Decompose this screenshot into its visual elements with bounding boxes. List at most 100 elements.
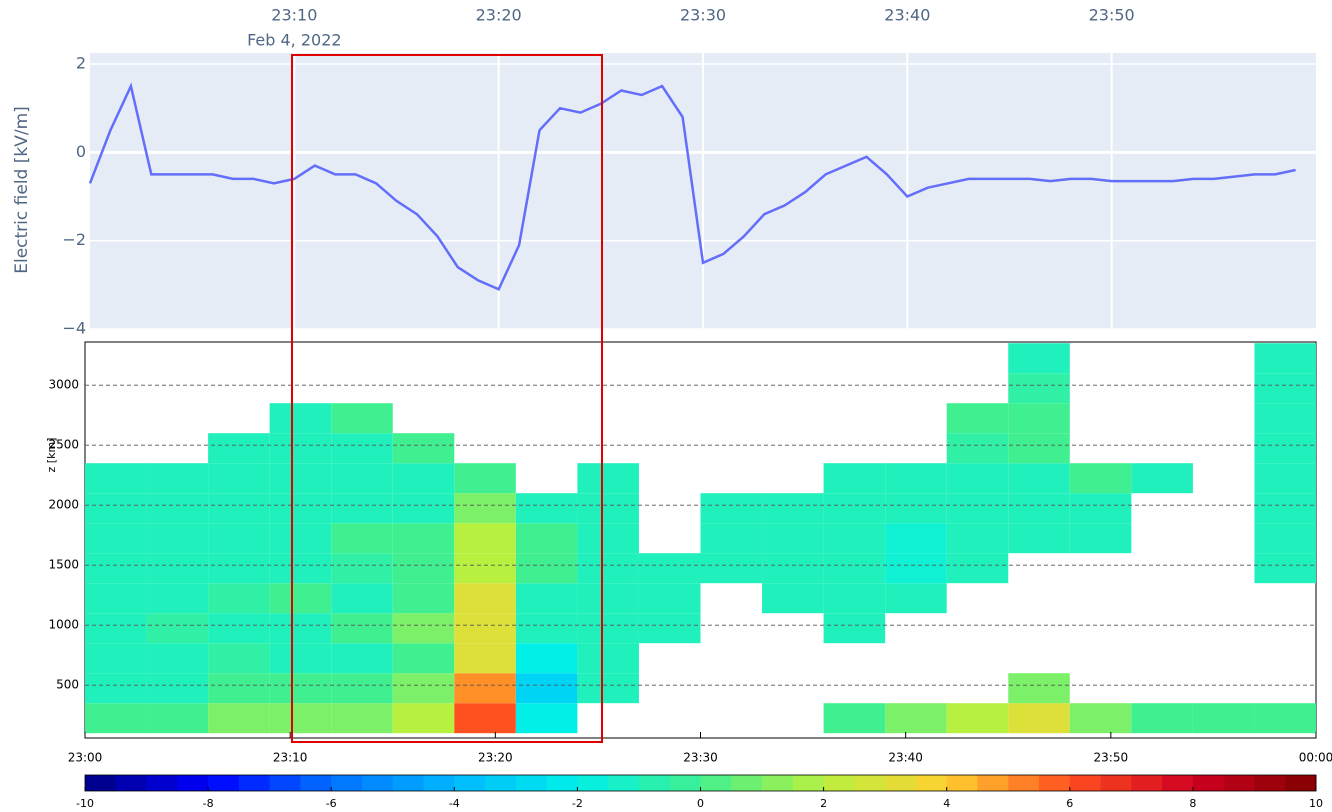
colorbar-cell <box>885 775 917 791</box>
x-tick-label: 23:50 <box>1089 6 1135 25</box>
heat-cell <box>85 463 147 494</box>
x-tick-label: 23:10 <box>271 6 317 25</box>
heat-cell <box>208 703 270 734</box>
heat-cell <box>1131 703 1193 734</box>
heat-cell <box>515 523 578 554</box>
heat-cell <box>208 553 270 584</box>
colorbar-cell <box>977 775 1009 791</box>
heat-cell <box>331 463 393 494</box>
y-tick-label: 1000 <box>48 618 79 632</box>
x-tick-label: 23:50 <box>1094 751 1129 765</box>
heat-cell <box>515 613 578 644</box>
y-tick-label: −2 <box>62 230 86 249</box>
y-tick-label: 2000 <box>48 498 79 512</box>
heat-cell <box>700 493 763 524</box>
heat-cell <box>454 703 516 734</box>
colorbar-cell <box>423 775 455 791</box>
heat-cell <box>208 493 270 524</box>
colorbar-cell <box>392 775 425 791</box>
heat-cell <box>269 403 332 434</box>
heat-cell <box>85 703 147 734</box>
heat-cell <box>885 523 947 554</box>
heat-cell <box>946 553 1009 584</box>
colorbar-tick-label: 8 <box>1189 797 1196 810</box>
colorbar-cell <box>454 775 486 791</box>
heat-cell <box>146 523 209 554</box>
heat-cell <box>1254 433 1316 464</box>
heat-cell <box>331 493 393 524</box>
heat-cell <box>269 523 332 554</box>
heat-cell <box>146 613 209 644</box>
heat-cell <box>392 433 455 464</box>
heat-cell <box>269 583 332 614</box>
heat-cell <box>577 553 639 584</box>
heat-cell <box>331 613 393 644</box>
heat-cell <box>1008 673 1070 704</box>
x-tick-label: 23:40 <box>888 751 923 765</box>
colorbar-tick-label: -6 <box>326 797 337 810</box>
colorbar-tick-label: 0 <box>697 797 704 810</box>
heat-cell <box>577 673 639 704</box>
heat-cell <box>1254 463 1316 494</box>
heat-cell <box>1192 703 1255 734</box>
heat-cell <box>146 493 209 524</box>
heat-cell <box>392 463 455 494</box>
colorbar-cell <box>1069 775 1102 791</box>
x-tick-label: 23:20 <box>478 751 513 765</box>
heat-cell <box>85 643 147 674</box>
heat-cell <box>85 493 147 524</box>
heat-cell <box>269 703 332 734</box>
y-tick-label: 500 <box>56 678 79 692</box>
heat-cell <box>454 463 516 494</box>
heat-cell <box>392 583 455 614</box>
heat-cell <box>762 493 824 524</box>
x-tick-label: 23:30 <box>680 6 726 25</box>
heat-cell <box>454 643 516 674</box>
colorbar-cell <box>331 775 363 791</box>
colorbar-cell <box>638 775 671 791</box>
colorbar-cell <box>1162 775 1194 791</box>
heat-cell <box>577 613 639 644</box>
x-tick-label: 23:30 <box>683 751 718 765</box>
colorbar-cell <box>1192 775 1225 791</box>
colorbar-cell <box>762 775 794 791</box>
heat-cell <box>577 463 639 494</box>
colorbar-cell <box>1254 775 1286 791</box>
heat-cell <box>1008 433 1070 464</box>
colorbar-cell <box>608 775 640 791</box>
heat-cell <box>515 673 578 704</box>
colorbar-cell <box>792 775 825 791</box>
colorbar-cell <box>823 775 855 791</box>
heat-cell <box>1008 343 1070 374</box>
heat-cell <box>1069 463 1132 494</box>
heat-cell <box>1008 703 1070 734</box>
heat-cell <box>885 463 947 494</box>
heat-cell <box>392 613 455 644</box>
heat-cell <box>331 643 393 674</box>
heat-cell <box>392 493 455 524</box>
heat-cell <box>208 583 270 614</box>
heat-cell <box>946 403 1009 434</box>
colorbar-tick-label: -4 <box>449 797 460 810</box>
heat-cell <box>454 523 516 554</box>
heat-cell <box>515 493 578 524</box>
heat-cell <box>1254 493 1316 524</box>
heat-cell <box>638 583 701 614</box>
heat-cell <box>392 523 455 554</box>
heat-cell <box>823 703 886 734</box>
line <box>88 82 1296 291</box>
colorbar-cell <box>485 775 517 791</box>
colorbar-tick-label: 4 <box>943 797 950 810</box>
heat-cell <box>1069 523 1132 554</box>
colorbar-cell <box>946 775 978 791</box>
colorbar-cell <box>1285 775 1317 791</box>
heat-cell <box>515 583 578 614</box>
y-tick-label: 1500 <box>48 558 79 572</box>
heat-cell <box>946 463 1009 494</box>
heat-cell <box>638 553 701 584</box>
colorbar-cell <box>577 775 609 791</box>
colorbar-tick-label: 6 <box>1066 797 1073 810</box>
heat-cell <box>515 703 578 734</box>
heat-cell <box>331 583 393 614</box>
